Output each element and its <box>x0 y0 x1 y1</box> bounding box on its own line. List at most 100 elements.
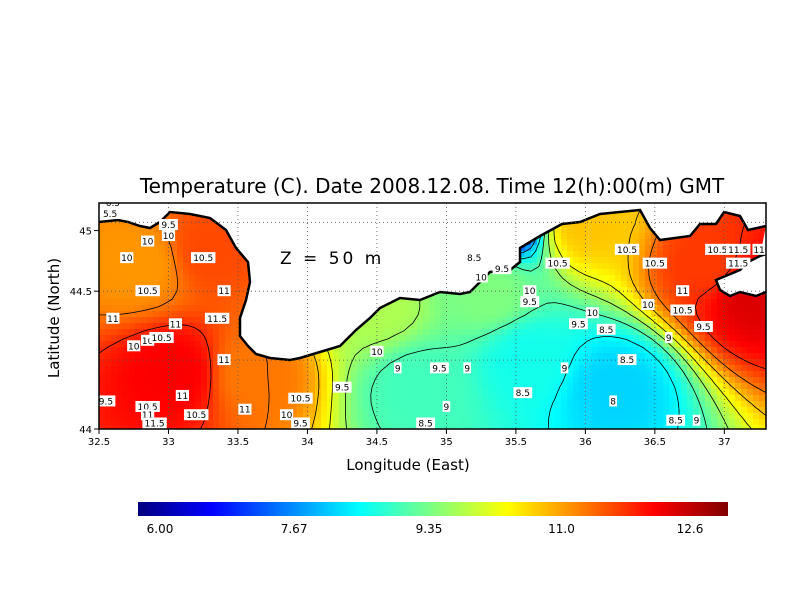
field-cell <box>735 233 742 240</box>
field-cell <box>549 251 556 258</box>
field-cell <box>189 329 196 336</box>
field-cell <box>519 359 526 366</box>
field-cell <box>291 383 298 390</box>
field-cell <box>657 323 664 330</box>
field-cell <box>261 377 268 384</box>
field-cell <box>273 419 280 426</box>
field-cell <box>225 365 232 372</box>
field-cell <box>363 347 370 354</box>
field-cell <box>549 389 556 396</box>
field-cell <box>435 311 442 318</box>
field-cell <box>699 341 706 348</box>
field-cell <box>567 335 574 342</box>
field-cell <box>735 407 742 414</box>
field-cell <box>123 389 130 396</box>
field-cell <box>555 227 562 234</box>
field-cell <box>423 401 430 408</box>
field-cell <box>99 317 106 324</box>
field-cell <box>147 359 154 366</box>
field-cell <box>693 239 700 246</box>
field-cell <box>477 359 484 366</box>
field-cell <box>627 269 634 276</box>
field-cell <box>441 335 448 342</box>
field-cell <box>573 371 580 378</box>
field-cell <box>615 341 622 348</box>
field-cell <box>759 407 766 414</box>
field-cell <box>279 401 286 408</box>
field-cell <box>651 275 658 282</box>
field-cell <box>531 341 538 348</box>
field-cell <box>753 329 760 336</box>
field-cell <box>687 269 694 276</box>
field-cell <box>699 401 706 408</box>
field-cell <box>117 371 124 378</box>
field-cell <box>399 347 406 354</box>
field-cell <box>321 407 328 414</box>
field-cell <box>429 407 436 414</box>
field-cell <box>555 383 562 390</box>
field-cell <box>201 215 208 222</box>
field-cell <box>597 251 604 258</box>
field-cell <box>717 425 724 429</box>
field-cell <box>759 425 766 429</box>
field-cell <box>243 425 250 429</box>
field-cell <box>129 419 136 426</box>
field-cell <box>159 299 166 306</box>
field-cell <box>621 275 628 282</box>
field-cell <box>351 383 358 390</box>
field-cell <box>189 233 196 240</box>
field-cell <box>591 263 598 270</box>
field-cell <box>129 227 136 234</box>
field-cell <box>183 323 190 330</box>
field-cell <box>561 317 568 324</box>
field-cell <box>345 341 352 348</box>
field-cell <box>261 419 268 426</box>
field-cell <box>207 275 214 282</box>
field-cell <box>507 377 514 384</box>
field-cell <box>687 389 694 396</box>
field-cell <box>147 281 154 288</box>
field-cell <box>525 263 532 270</box>
field-cell <box>675 293 682 300</box>
field-cell <box>591 251 598 258</box>
field-cell <box>597 353 604 360</box>
field-cell <box>417 305 424 312</box>
field-cell <box>375 317 382 324</box>
field-cell <box>579 353 586 360</box>
field-cell <box>381 413 388 420</box>
field-cell <box>567 389 574 396</box>
field-cell <box>531 407 538 414</box>
field-cell <box>423 353 430 360</box>
field-cell <box>243 413 250 420</box>
field-cell <box>333 413 340 420</box>
field-cell <box>567 377 574 384</box>
field-cell <box>213 221 220 228</box>
field-cell <box>375 389 382 396</box>
field-cell <box>195 365 202 372</box>
field-cell <box>123 221 130 228</box>
field-cell <box>99 389 106 396</box>
field-cell <box>171 311 178 318</box>
field-cell <box>573 401 580 408</box>
field-cell <box>549 365 556 372</box>
field-cell <box>729 311 736 318</box>
field-cell <box>669 341 676 348</box>
field-cell <box>393 347 400 354</box>
field-cell <box>471 311 478 318</box>
depth-annotation: Z = 50 m <box>280 249 384 269</box>
field-cell <box>543 401 550 408</box>
contour-label-bg <box>149 332 174 344</box>
field-cell <box>207 245 214 252</box>
field-cell <box>207 389 214 396</box>
field-cell <box>525 365 532 372</box>
field-cell <box>147 251 154 258</box>
field-cell <box>183 383 190 390</box>
field-cell <box>489 335 496 342</box>
field-cell <box>465 395 472 402</box>
field-cell <box>639 227 646 234</box>
field-cell <box>219 401 226 408</box>
field-cell <box>729 335 736 342</box>
field-cell <box>585 383 592 390</box>
field-cell <box>663 281 670 288</box>
field-cell <box>495 365 502 372</box>
